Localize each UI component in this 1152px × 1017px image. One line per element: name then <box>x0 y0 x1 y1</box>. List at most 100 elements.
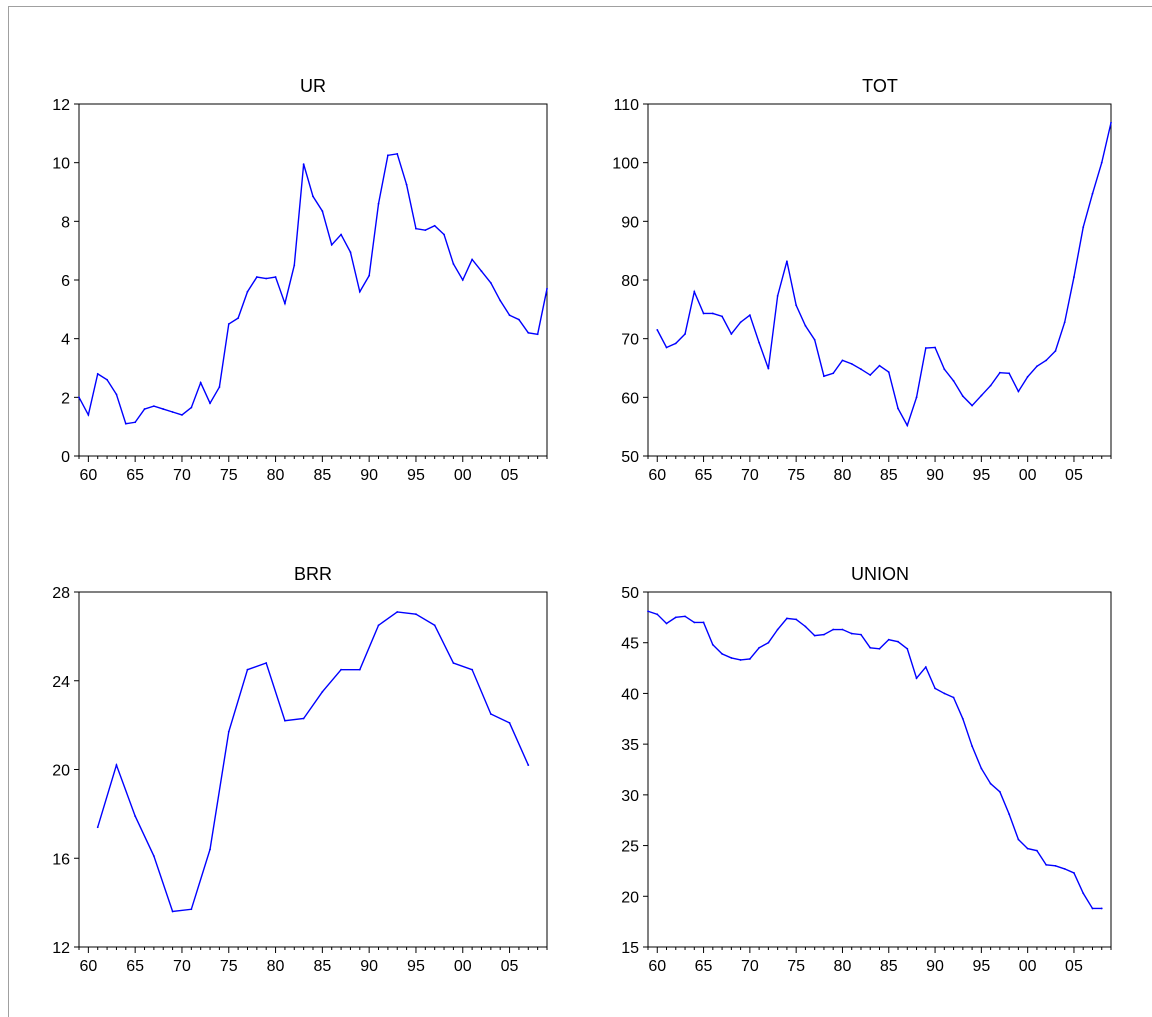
data-point <box>647 610 649 613</box>
y-tick-label: 80 <box>621 273 639 290</box>
data-point <box>321 210 324 212</box>
data-point <box>721 652 723 655</box>
data-point <box>1063 321 1066 324</box>
data-point <box>674 342 677 345</box>
data-point <box>823 375 825 378</box>
data-point <box>218 386 221 388</box>
data-point <box>943 368 946 371</box>
data-point <box>199 381 202 384</box>
chart-title-ur: UR <box>300 76 326 96</box>
data-point <box>1100 161 1103 164</box>
x-tick-label: 75 <box>220 958 238 975</box>
y-tick-label: 50 <box>621 585 639 602</box>
data-point <box>804 324 807 327</box>
data-point <box>1036 365 1038 368</box>
data-point <box>776 294 779 297</box>
data-point <box>684 615 686 618</box>
y-tick-label: 16 <box>52 851 70 868</box>
data-point <box>546 287 548 290</box>
x-tick-label: 60 <box>79 467 97 484</box>
data-point <box>302 717 305 720</box>
chart-title-brr: BRR <box>294 564 332 584</box>
x-tick-label: 65 <box>126 467 144 484</box>
data-point <box>152 855 155 857</box>
y-tick-label: 30 <box>621 788 639 805</box>
plot-frame-tot <box>647 103 1112 457</box>
data-point <box>181 414 183 416</box>
data-point <box>265 662 268 664</box>
data-point <box>748 314 751 317</box>
data-point <box>1063 868 1066 870</box>
x-tick-label: 70 <box>741 467 759 484</box>
data-point <box>1082 892 1085 895</box>
data-point <box>961 395 964 398</box>
x-tick-label: 65 <box>695 958 713 975</box>
data-point <box>405 183 408 186</box>
x-tick-label: 05 <box>1065 958 1083 975</box>
y-tick-label: 100 <box>612 156 639 173</box>
data-point <box>274 276 277 278</box>
x-tick-label: 75 <box>787 467 805 484</box>
data-point <box>1054 350 1057 352</box>
data-point <box>124 422 127 425</box>
data-point <box>1017 838 1020 841</box>
x-tick-label: 80 <box>834 467 852 484</box>
data-point <box>396 152 399 155</box>
y-tick-label: 0 <box>61 449 70 466</box>
plot-frame-brr <box>78 591 548 948</box>
data-point <box>190 406 193 409</box>
plot-frame-ur <box>78 103 548 457</box>
data-point <box>952 380 955 382</box>
data-point <box>804 625 807 628</box>
data-point <box>527 764 530 766</box>
data-point <box>284 719 286 722</box>
series-line-union <box>647 610 1102 910</box>
data-point <box>693 621 696 624</box>
y-tick-label: 25 <box>621 839 639 856</box>
data-point <box>924 347 927 349</box>
data-point <box>841 628 844 631</box>
data-point <box>739 659 742 661</box>
y-tick-label: 90 <box>621 214 639 231</box>
data-point <box>237 317 240 320</box>
data-point <box>1091 192 1094 195</box>
x-tick-label: 80 <box>267 467 285 484</box>
data-point <box>518 318 520 321</box>
x-tick-label: 00 <box>454 958 472 975</box>
data-point <box>887 638 890 641</box>
x-tick-label: 75 <box>787 958 805 975</box>
data-point <box>1036 849 1038 852</box>
x-tick-label: 85 <box>313 958 331 975</box>
x-tick-label: 80 <box>834 958 852 975</box>
x-tick-label: 65 <box>695 467 713 484</box>
y-tick-label: 20 <box>52 763 70 780</box>
x-tick-label: 60 <box>648 467 666 484</box>
data-point <box>711 312 714 315</box>
data-point <box>443 233 445 236</box>
series-line-tot <box>656 122 1112 428</box>
data-point <box>758 646 761 649</box>
data-point <box>377 624 380 627</box>
chart-title-tot: TOT <box>862 76 898 96</box>
y-tick-label: 40 <box>621 686 639 703</box>
x-tick-label: 95 <box>407 958 425 975</box>
data-point <box>1026 375 1029 378</box>
chart-ur: UR 0 2 4 6 8 10 12 60 65 70 75 80 85 90 95 00 05 <box>52 76 548 484</box>
data-point <box>171 910 174 913</box>
data-point <box>795 304 798 307</box>
data-point <box>841 359 844 362</box>
y-tick-label: 70 <box>621 332 639 349</box>
data-point <box>386 154 389 157</box>
data-point <box>702 312 705 315</box>
x-tick-label: 75 <box>220 467 238 484</box>
data-point <box>934 687 936 690</box>
data-point <box>971 745 973 748</box>
series-line-brr <box>97 611 529 913</box>
data-point <box>246 668 249 671</box>
data-point <box>1045 863 1048 866</box>
data-point <box>527 331 530 334</box>
data-point <box>134 421 137 424</box>
chart-brr: BRR 12 16 20 24 28 60 65 70 75 80 85 90 95 00 05 <box>52 564 548 975</box>
data-point <box>786 617 788 620</box>
x-tick-label: 05 <box>501 958 519 975</box>
